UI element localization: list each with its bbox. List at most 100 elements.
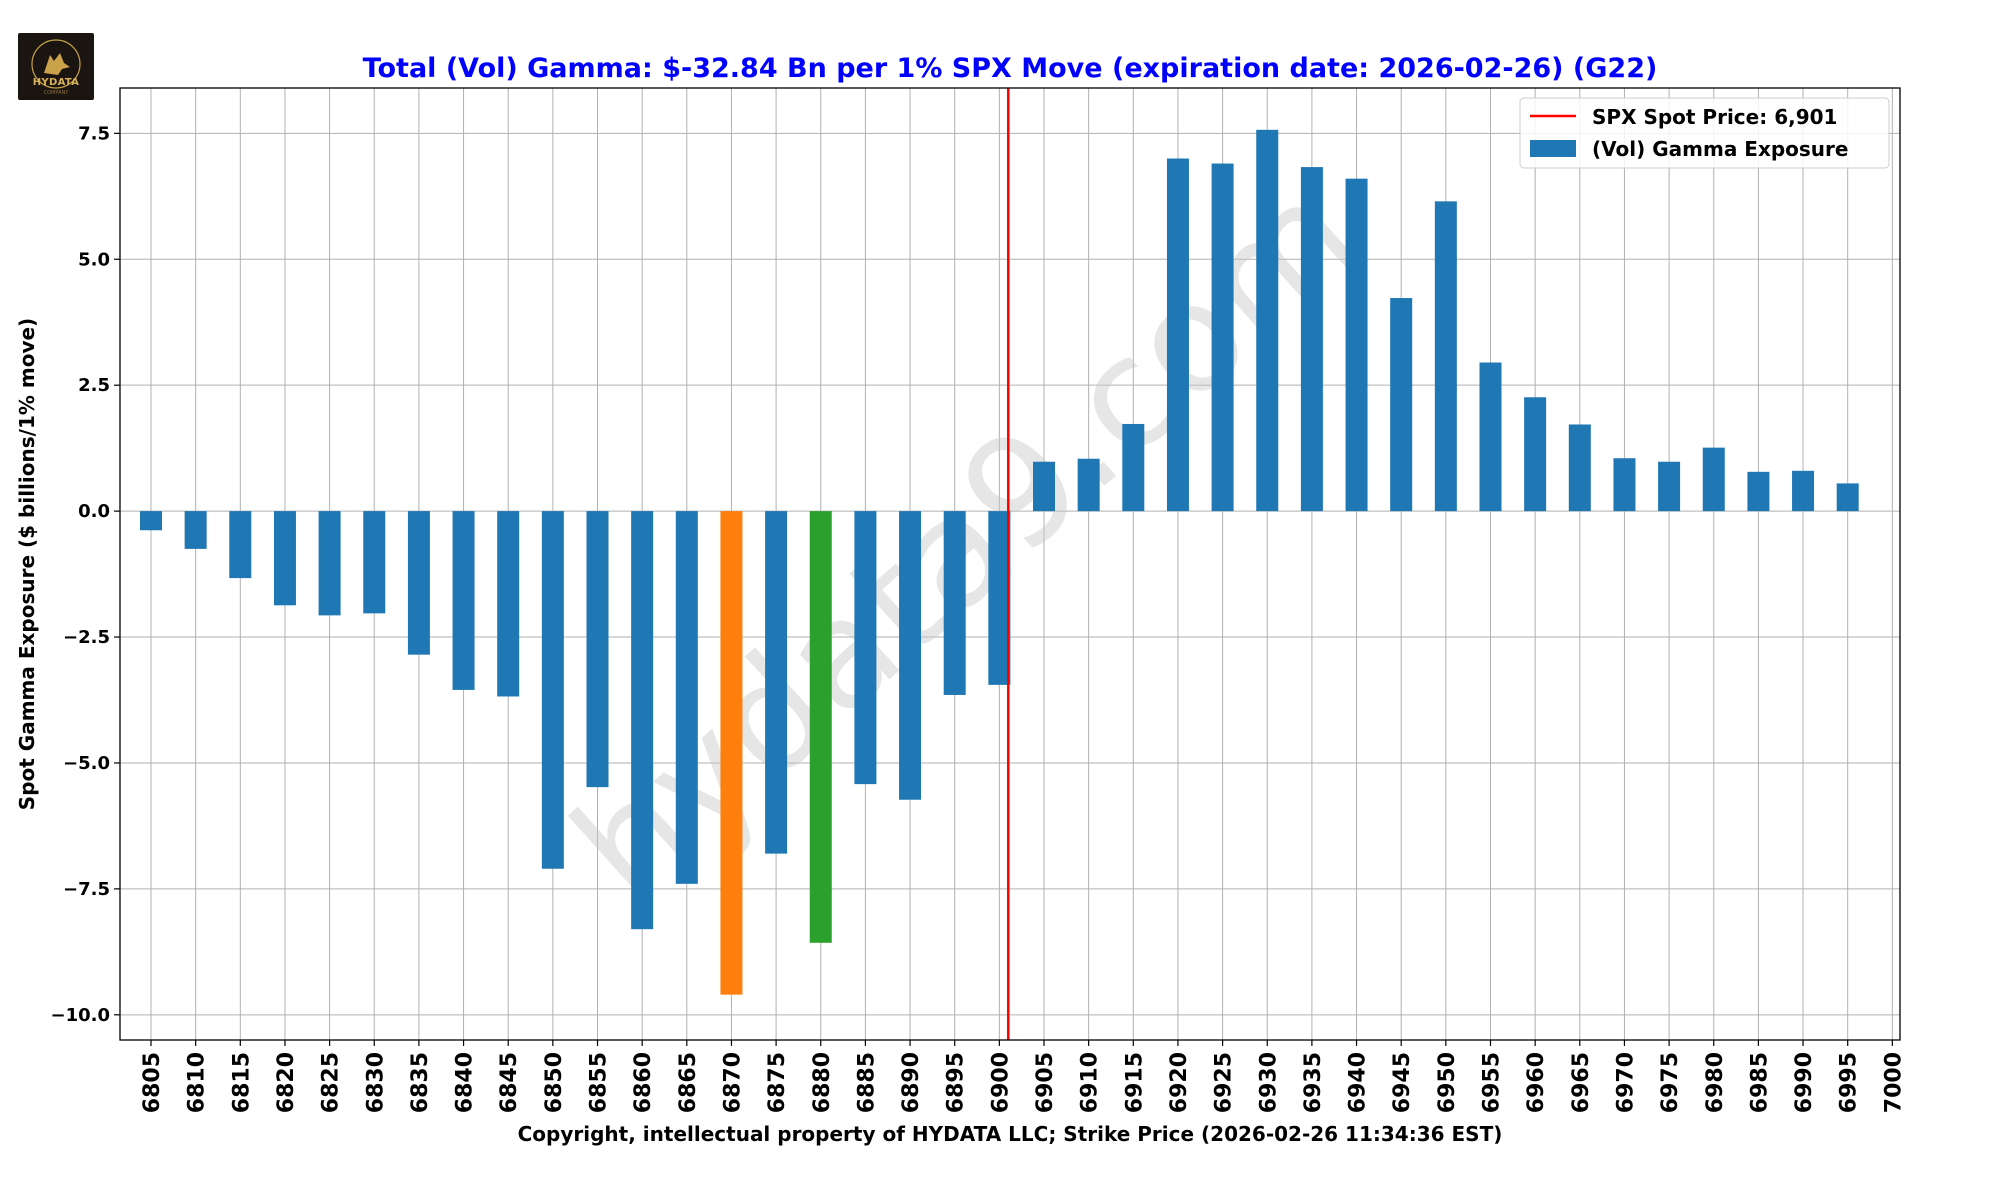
- bar-strike-6935: [1300, 167, 1323, 512]
- bar-strike-6920: [1166, 158, 1189, 512]
- legend-bar-label: (Vol) Gamma Exposure: [1592, 137, 1848, 161]
- bar-strike-6900: [988, 511, 1011, 685]
- y-tick-label: −7.5: [63, 879, 110, 900]
- bar-strike-6885: [854, 511, 877, 785]
- x-tick-label: 6975: [1658, 1052, 1683, 1113]
- bar-strike-6975: [1658, 461, 1681, 512]
- x-tick-label: 6960: [1524, 1052, 1549, 1113]
- x-tick-label: 6915: [1122, 1052, 1147, 1113]
- y-tick-label: −10.0: [51, 1005, 111, 1026]
- plot-frame: [119, 87, 1901, 1041]
- bar-strike-6905: [1033, 461, 1055, 512]
- x-tick-label: 6820: [274, 1052, 299, 1113]
- logo-text: HYDATA: [32, 77, 80, 88]
- x-tick-label: 6995: [1837, 1052, 1862, 1113]
- x-tick-label: 6835: [408, 1052, 433, 1113]
- x-tick-label: 6865: [676, 1052, 701, 1113]
- y-tick-label: 7.5: [78, 123, 110, 144]
- x-tick-label: 6990: [1792, 1052, 1817, 1113]
- x-tick-label: 6825: [319, 1052, 344, 1113]
- x-tick-label: 6985: [1747, 1052, 1772, 1113]
- bar-strike-6835: [407, 511, 430, 655]
- bar-strike-6870: [720, 511, 743, 995]
- bar-strike-6860: [631, 511, 654, 930]
- bar-strike-6865: [675, 511, 698, 884]
- x-tick-label: 6830: [363, 1052, 388, 1113]
- y-tick-label: 5.0: [78, 249, 110, 270]
- bar-strike-6875: [765, 511, 788, 854]
- y-tick-label: −5.0: [63, 753, 110, 774]
- x-tick-label: 6980: [1703, 1052, 1728, 1113]
- bar-strike-6880: [809, 511, 832, 943]
- x-tick-label: 6810: [185, 1052, 210, 1113]
- chart-title: Total (Vol) Gamma: $-32.84 Bn per 1% SPX…: [363, 53, 1658, 84]
- x-tick-label: 6950: [1435, 1052, 1460, 1113]
- bar-strike-6960: [1524, 397, 1547, 512]
- bar-strike-6945: [1390, 298, 1413, 512]
- x-tick-label: 6860: [631, 1052, 656, 1113]
- bar-strike-6940: [1345, 178, 1368, 512]
- bar-strike-6855: [586, 511, 609, 788]
- bars: [140, 129, 1859, 995]
- x-tick-label: 6935: [1301, 1052, 1326, 1113]
- x-tick-label: 6895: [944, 1052, 969, 1113]
- legend-box: [1519, 97, 1890, 169]
- x-tick-label: 6855: [587, 1052, 612, 1113]
- x-tick-label: 6875: [765, 1052, 790, 1113]
- y-axis: −10.0 −7.5 −5.0 −2.5 0.0 2.5 5.0 7.5: [51, 123, 120, 1026]
- x-tick-label: 6885: [854, 1052, 879, 1113]
- y-tick-label: 2.5: [78, 375, 110, 396]
- bar-strike-6825: [318, 511, 341, 616]
- bar-strike-6965: [1568, 424, 1591, 512]
- bar-strike-6990: [1792, 470, 1815, 512]
- x-tick-label: 6930: [1256, 1052, 1281, 1113]
- bar-strike-6950: [1434, 201, 1457, 512]
- x-tick-label: 6850: [542, 1052, 567, 1113]
- bar-strike-6820: [273, 511, 296, 606]
- bar-strike-6845: [497, 511, 520, 697]
- bar-strike-6890: [899, 511, 922, 800]
- bar-strike-6915: [1122, 423, 1145, 512]
- bar-strike-6805: [140, 511, 162, 531]
- bar-strike-6930: [1256, 129, 1279, 512]
- bar-strike-6850: [541, 511, 564, 869]
- wolf-icon: [31, 39, 81, 89]
- x-tick-label: 6845: [497, 1052, 522, 1113]
- bar-strike-6895: [943, 511, 966, 695]
- legend: SPX Spot Price: 6,901 (Vol) Gamma Exposu…: [1519, 97, 1890, 169]
- x-tick-label: 6925: [1212, 1052, 1237, 1113]
- logo-tagline: COMPANY: [43, 90, 69, 96]
- bar-strike-6815: [229, 511, 252, 579]
- x-tick-label: 6805: [140, 1052, 165, 1113]
- x-tick-label: 6945: [1390, 1052, 1415, 1113]
- x-tick-label: 6965: [1569, 1052, 1594, 1113]
- x-tick-label: 6815: [229, 1052, 254, 1113]
- y-axis-label: Spot Gamma Exposure ($ billions/1% move): [15, 318, 39, 810]
- x-tick-label: 6910: [1078, 1052, 1103, 1113]
- legend-spot-label: SPX Spot Price: 6,901: [1592, 105, 1837, 129]
- x-tick-label: 7000: [1881, 1052, 1906, 1113]
- hydata-logo: HYDATA COMPANY: [18, 33, 94, 100]
- bar-strike-6910: [1077, 458, 1100, 512]
- x-tick-label: 6905: [1033, 1052, 1058, 1113]
- x-tick-label: 6955: [1480, 1052, 1505, 1113]
- y-tick-label: 0.0: [78, 501, 110, 522]
- x-tick-label: 6880: [810, 1052, 835, 1113]
- x-axis-label: Copyright, intellectual property of HYDA…: [518, 1122, 1503, 1146]
- x-tick-label: 6890: [899, 1052, 924, 1113]
- bar-strike-6970: [1613, 458, 1636, 512]
- x-tick-label: 6870: [720, 1052, 745, 1113]
- bar-strike-6985: [1747, 471, 1770, 512]
- x-tick-label: 6920: [1167, 1052, 1192, 1113]
- bar-strike-6810: [184, 511, 207, 549]
- bar-strike-6830: [363, 511, 386, 614]
- bar-strike-6925: [1211, 163, 1234, 512]
- x-axis: 6805 6810 6815 6820 6825 6830 6835 6840 6845 6850…: [140, 1040, 1906, 1113]
- y-tick-label: −2.5: [63, 627, 110, 648]
- bar-strike-6955: [1479, 362, 1502, 512]
- bar-strike-6995: [1836, 483, 1859, 512]
- legend-bar-swatch: [1530, 140, 1576, 157]
- bar-strike-6840: [452, 511, 475, 690]
- x-tick-label: 6970: [1613, 1052, 1638, 1113]
